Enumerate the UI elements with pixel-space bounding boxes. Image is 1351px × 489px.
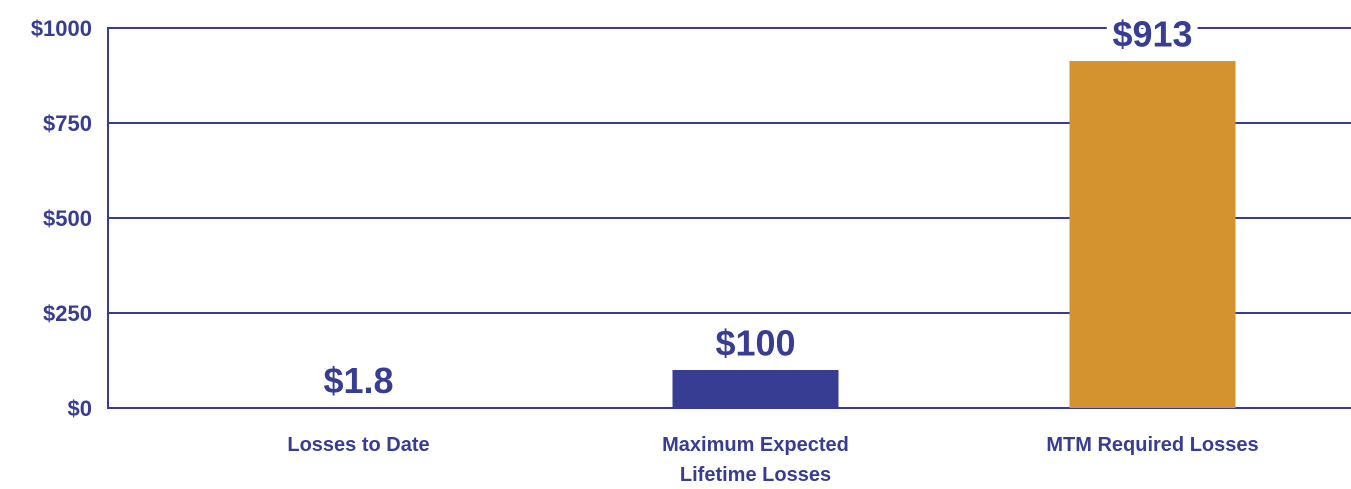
y-tick-label: $250 (43, 301, 92, 326)
y-tick-label: $0 (68, 396, 92, 421)
value-label: $1.8 (323, 360, 393, 401)
bar (1069, 61, 1236, 409)
bar (275, 407, 442, 408)
bar (672, 370, 839, 408)
x-tick-label: Losses to Date (287, 434, 430, 456)
y-tick-label: $750 (43, 111, 92, 136)
value-label: $100 (715, 323, 795, 364)
y-tick-label: $1000 (31, 16, 92, 41)
value-label: $913 (1112, 14, 1192, 55)
y-tick-label: $500 (43, 206, 92, 231)
x-tick-label: Maximum Expected Lifetime Losses (662, 434, 849, 486)
x-tick-label: MTM Required Losses (1046, 434, 1259, 456)
